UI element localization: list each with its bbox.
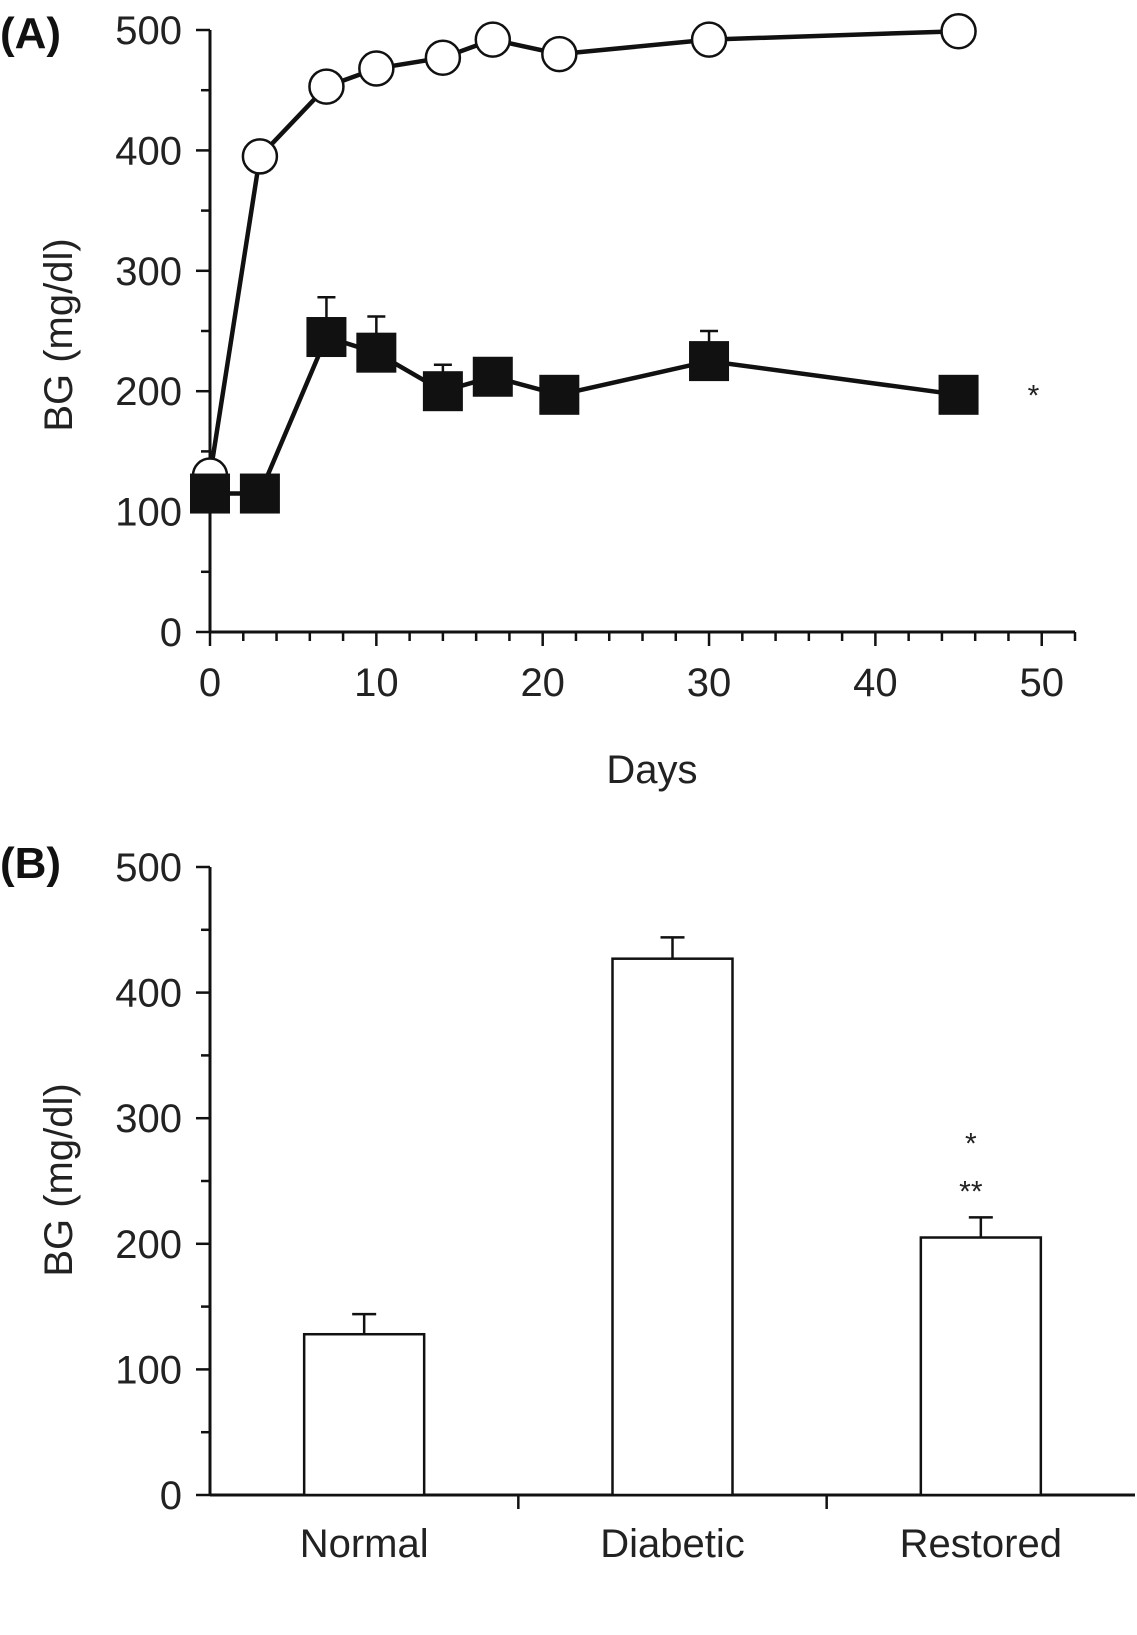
x-tick-label-a: 0 <box>199 661 221 705</box>
data-point-open-circle <box>474 21 512 58</box>
data-point-open-circle <box>308 68 345 105</box>
data-point-filled-square <box>306 317 347 358</box>
x-tick-label-a: 50 <box>1019 661 1064 705</box>
data-point-filled-square <box>190 473 230 514</box>
x-ticks-b: Normal Diabetic Restored <box>300 1495 1062 1566</box>
data-point-open-circle <box>940 12 977 50</box>
data-point-filled-square <box>422 371 463 412</box>
y-tick-label-a: 0 <box>160 611 182 655</box>
x-tick-label-b: Restored <box>900 1522 1062 1566</box>
y-tick-label-b: 400 <box>115 972 182 1016</box>
y-tick-label-b: 500 <box>115 846 182 890</box>
series-group-a <box>190 12 979 514</box>
x-tick-label-b: Diabetic <box>600 1522 745 1566</box>
bar-restored <box>919 1236 1043 1497</box>
chart-a: (A) 0 100 200 300 400 500 0 10 20 30 40 50 BG (mg/… <box>0 9 1077 792</box>
y-axis-title-a: BG (mg/dl) <box>37 238 81 431</box>
y-tick-label-a: 200 <box>115 370 182 414</box>
y-ticks-b: 0 100 200 300 400 500 <box>115 846 210 1518</box>
annotations-a: * <box>1028 380 1040 413</box>
line-filled-square-series <box>210 334 959 496</box>
significance-marker-b: ** <box>959 1175 983 1208</box>
y-tick-label-b: 0 <box>160 1474 182 1518</box>
bar-normal <box>302 1332 426 1497</box>
y-tick-label-a: 300 <box>115 250 182 294</box>
data-point-filled-square <box>539 374 580 415</box>
y-tick-label-a: 400 <box>115 129 182 173</box>
x-tick-label-a: 10 <box>354 661 399 705</box>
data-point-filled-square <box>356 332 397 373</box>
data-point-open-circle <box>358 50 395 87</box>
data-point-filled-square <box>689 341 730 382</box>
y-tick-label-a: 500 <box>115 9 182 53</box>
significance-marker-a: * <box>1028 380 1040 413</box>
data-point-filled-square <box>938 374 979 415</box>
chart-b: (B) 0 100 200 300 400 500 Normal Diabetic Resto… <box>0 839 1135 1566</box>
x-axis-title-a: Days <box>606 748 697 792</box>
x-tick-label-a: 40 <box>853 661 898 705</box>
y-tick-label-b: 300 <box>115 1097 182 1141</box>
annotations-b: *** <box>959 1127 983 1208</box>
y-tick-label-b: 200 <box>115 1223 182 1267</box>
bars-b <box>302 936 1043 1497</box>
data-point-filled-square <box>472 356 513 397</box>
x-tick-label-b: Normal <box>300 1522 429 1566</box>
significance-marker-b: * <box>965 1127 977 1160</box>
y-axis-title-b: BG (mg/dl) <box>37 1083 81 1276</box>
x-tick-label-a: 20 <box>520 661 565 705</box>
bar-diabetic <box>611 957 734 1497</box>
x-ticks-a: 0 10 20 30 40 50 <box>199 632 1077 705</box>
y-tick-label-a: 100 <box>115 491 182 535</box>
data-point-open-circle <box>241 138 279 175</box>
panel-label-a: (A) <box>0 9 61 58</box>
data-point-open-circle <box>541 35 578 73</box>
panel-label-b: (B) <box>0 839 61 888</box>
data-point-open-circle <box>690 21 728 58</box>
y-ticks-a: 0 100 200 300 400 500 <box>115 9 210 655</box>
y-tick-label-b: 100 <box>115 1348 182 1392</box>
data-point-filled-square <box>239 473 280 514</box>
data-point-open-circle <box>424 39 462 76</box>
x-tick-label-a: 30 <box>687 661 732 705</box>
